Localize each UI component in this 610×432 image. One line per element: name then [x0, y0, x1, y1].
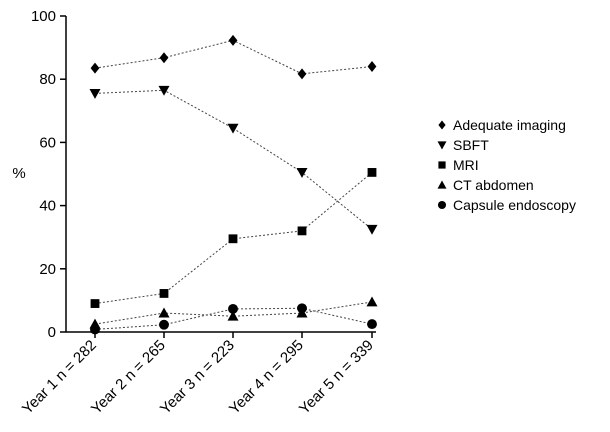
legend-marker — [438, 120, 446, 130]
data-point — [367, 319, 377, 330]
x-tick-label: Year 5 n = 339 — [296, 337, 377, 418]
y-axis-ticks: 0 20 40 60 80 100 — [31, 8, 66, 341]
data-point — [159, 52, 169, 64]
legend-item: Adequate imaging — [438, 117, 566, 133]
legend-label: MRI — [453, 157, 479, 173]
data-point — [227, 310, 239, 321]
data-point — [366, 296, 378, 307]
y-tick-label: 40 — [39, 198, 56, 215]
data-point — [366, 224, 378, 235]
legend-marker — [437, 141, 447, 150]
data-point — [297, 303, 307, 314]
data-point — [227, 123, 239, 134]
data-point — [158, 307, 170, 318]
data-point — [297, 68, 307, 80]
y-axis-label: % — [12, 165, 25, 182]
data-point — [296, 168, 308, 178]
series-adequate-imaging — [90, 34, 377, 80]
data-point — [158, 85, 170, 96]
data-point — [367, 168, 377, 177]
y-tick-label: 60 — [39, 134, 56, 151]
y-tick-label: 0 — [48, 324, 56, 341]
plot-area — [89, 34, 378, 335]
data-point — [90, 62, 100, 74]
series-capsule-endoscopy — [90, 303, 377, 335]
axes — [65, 16, 376, 333]
series-mri — [90, 168, 377, 308]
y-tick-label: 20 — [39, 261, 56, 278]
y-tick-label: 80 — [39, 71, 56, 88]
data-point — [159, 319, 169, 330]
data-point — [90, 324, 100, 335]
data-point — [228, 34, 238, 46]
legend-item: CT abdomen — [437, 177, 534, 193]
legend-item: Capsule endoscopy — [437, 197, 576, 213]
series-line — [94, 307, 373, 330]
data-point — [89, 89, 101, 99]
data-point — [228, 303, 238, 314]
data-point — [367, 61, 377, 73]
legend-item: MRI — [438, 157, 479, 173]
series-sbft — [89, 85, 378, 235]
legend-item: SBFT — [437, 137, 489, 153]
legend-label: Capsule endoscopy — [453, 197, 576, 213]
y-tick-label: 100 — [31, 8, 56, 25]
legend-label: Adequate imaging — [453, 117, 566, 133]
legend-label: SBFT — [453, 137, 489, 153]
series-line — [94, 39, 373, 75]
series-line — [94, 89, 373, 230]
data-point — [159, 289, 169, 298]
legend-label: CT abdomen — [453, 177, 534, 193]
legend-marker — [438, 161, 446, 169]
data-point — [90, 299, 100, 308]
legend-marker — [437, 200, 447, 210]
legend: Adequate imaging SBFT MRI CT abdomen Capsule… — [437, 117, 576, 213]
data-point — [228, 234, 238, 244]
legend-marker — [437, 180, 447, 189]
data-point — [297, 226, 307, 236]
